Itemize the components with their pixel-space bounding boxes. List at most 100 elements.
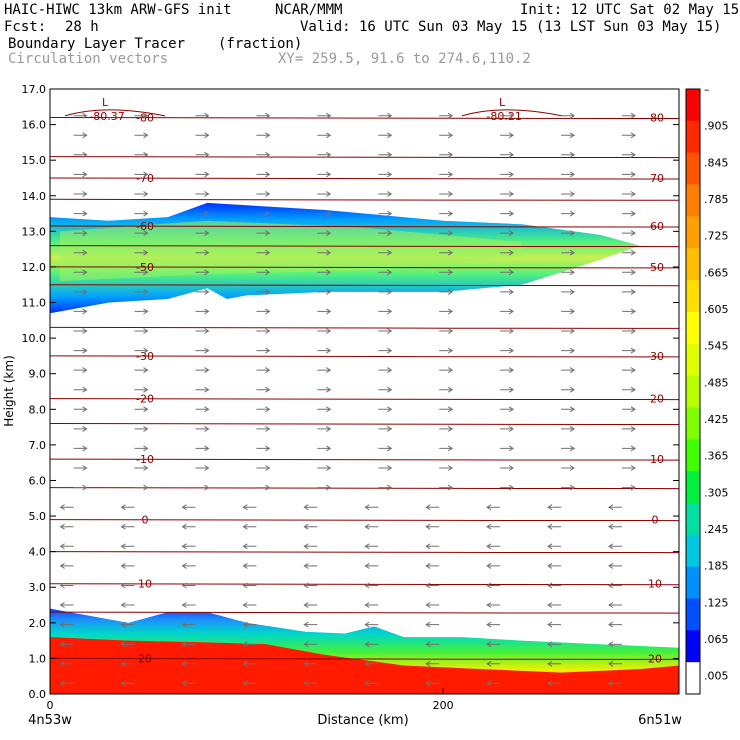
wind-vector <box>134 347 149 354</box>
wind-vector <box>120 523 135 530</box>
wind-vector <box>608 562 622 569</box>
colorbar-label: .785 <box>704 193 729 206</box>
wind-vector <box>242 523 257 530</box>
colorbar-label: .245 <box>704 523 729 536</box>
wind-vector <box>134 230 149 237</box>
wind-vector <box>378 328 393 334</box>
x-end-label-right: 6n51w <box>638 713 682 728</box>
wind-vector <box>195 308 210 315</box>
wind-vector <box>500 210 515 217</box>
wind-vector <box>317 171 332 178</box>
wind-vector <box>181 543 196 550</box>
wind-vector <box>378 132 393 139</box>
wind-vector <box>256 308 271 315</box>
wind-vector <box>378 406 393 413</box>
y-tick-label: 1.0 <box>29 652 47 665</box>
colorbar-label: .065 <box>704 633 729 646</box>
wind-vector <box>256 445 271 452</box>
isotherm-line <box>49 198 680 201</box>
wind-vector <box>561 347 576 354</box>
wind-vector <box>195 445 210 452</box>
wind-vector <box>181 660 196 667</box>
wind-vector <box>73 445 88 452</box>
wind-vector <box>378 386 393 393</box>
init-time: Init: 12 UTC Sat 02 May 15 <box>520 2 740 18</box>
wind-vector <box>317 151 332 158</box>
colorbar-label: – <box>704 83 710 96</box>
wind-vector <box>195 230 210 237</box>
wind-vector <box>561 230 576 237</box>
isotherm-label: -30 <box>646 350 664 363</box>
wind-vector <box>608 641 622 648</box>
wind-vector <box>317 112 332 119</box>
isotherm-label: -30 <box>136 350 154 363</box>
wind-vector <box>500 132 515 139</box>
wind-vector <box>134 425 149 432</box>
wind-vector <box>59 562 74 569</box>
y-tick-label: 11.0 <box>22 297 47 310</box>
wind-vector <box>195 386 210 393</box>
colorbar-swatch <box>686 280 700 313</box>
wind-vector <box>195 367 210 374</box>
wind-vector <box>439 386 454 393</box>
wind-vector <box>120 582 135 589</box>
wind-vector <box>608 543 622 550</box>
wind-vector <box>622 132 636 139</box>
valid-time: Valid: 16 UTC Sun 03 May 15 (13 LST Sun … <box>300 19 722 35</box>
y-tick-label: 8.0 <box>29 403 47 416</box>
wind-vector <box>500 465 515 471</box>
wind-vector <box>439 171 454 178</box>
wind-vector <box>547 582 562 589</box>
wind-vector <box>439 406 454 413</box>
wind-vector <box>256 347 271 354</box>
wind-vector <box>134 269 149 276</box>
colorbar-swatch <box>686 502 700 536</box>
colorbar: – .905 .845 .785 .725 .665 .605 .545 .485 .425 .36… <box>685 83 729 695</box>
wind-vector <box>439 191 454 197</box>
wind-vector <box>486 621 501 628</box>
wind-vector <box>547 562 562 569</box>
wind-vector <box>364 680 379 687</box>
wind-vector <box>622 367 636 374</box>
y-tick-label: 10.0 <box>22 332 47 345</box>
model-title: HAIC-HIWC 13km ARW-GFS init <box>4 2 232 18</box>
wind-vector <box>73 484 88 491</box>
wind-vector <box>486 543 501 550</box>
wind-vector <box>59 660 74 667</box>
wind-vector <box>59 523 74 530</box>
wind-vector <box>622 249 636 256</box>
wind-vector <box>425 680 440 687</box>
wind-vector <box>500 445 515 452</box>
wind-vector <box>622 210 636 217</box>
wind-vector <box>439 347 454 354</box>
wind-vector <box>134 465 149 471</box>
isotherm-label: 20 <box>138 652 152 665</box>
wind-vector <box>500 328 515 334</box>
wind-vector <box>317 484 332 491</box>
colorbar-swatch <box>686 662 700 695</box>
colorbar-swatch <box>686 248 700 281</box>
colorbar-label: .005 <box>704 670 729 683</box>
wind-vector <box>439 132 454 139</box>
isotherm-label: -20 <box>136 393 154 406</box>
wind-vector <box>256 484 271 491</box>
wind-vector <box>500 230 515 237</box>
colorbar-label: .845 <box>704 156 729 169</box>
wind-vector <box>134 132 149 139</box>
wind-vector <box>134 191 149 197</box>
wind-vector <box>378 191 393 197</box>
wind-vector <box>317 191 332 197</box>
y-tick-label: 16.0 <box>22 119 47 132</box>
wind-vector <box>439 328 454 334</box>
wind-vector <box>256 269 271 276</box>
y-tick-label: 9.0 <box>29 368 47 381</box>
wind-vector <box>242 660 257 667</box>
wind-vector <box>622 347 636 354</box>
isotherm-label: -10 <box>136 453 154 466</box>
wind-vector <box>73 132 88 139</box>
wind-vector <box>59 621 74 628</box>
wind-vector <box>242 543 257 550</box>
wind-vector <box>561 328 576 334</box>
wind-vector <box>59 680 74 687</box>
